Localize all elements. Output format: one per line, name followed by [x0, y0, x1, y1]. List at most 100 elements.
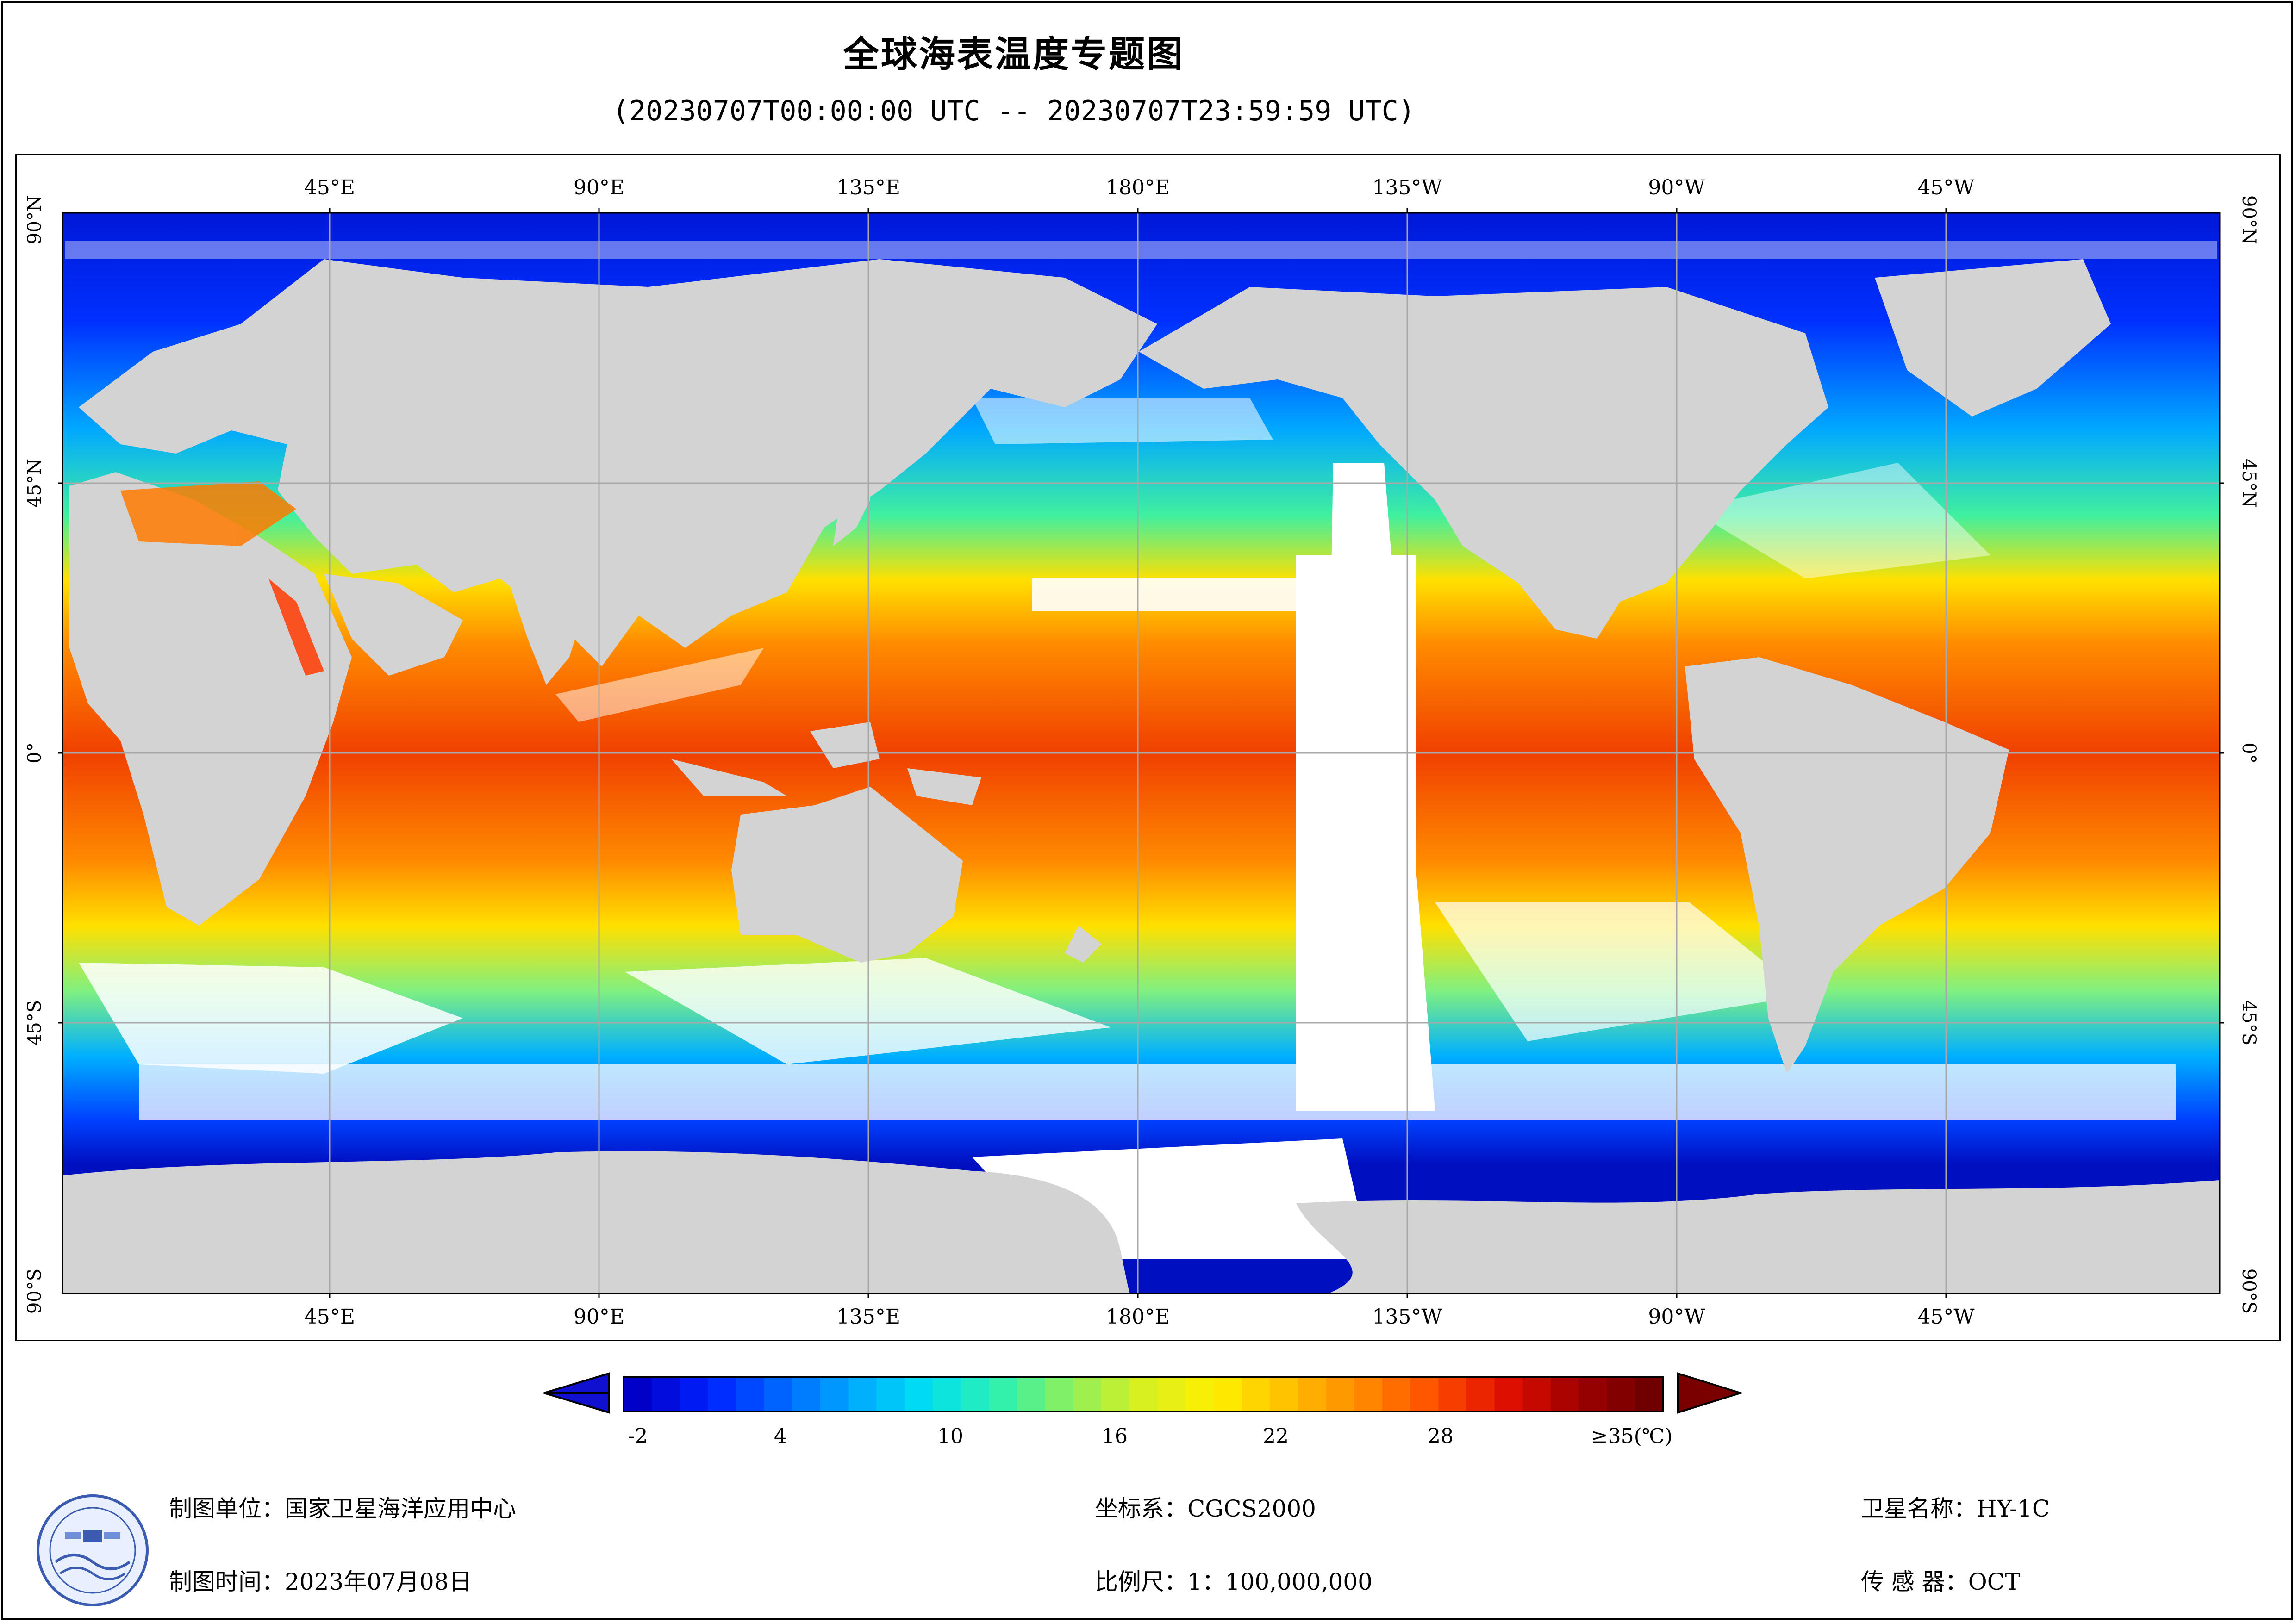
colorbar-cells	[624, 1377, 1664, 1412]
colorbar-cell	[848, 1377, 877, 1412]
colorbar-cell	[1017, 1377, 1046, 1412]
lat-labels-right: 90°N 45°N 0° 45°S 90°S	[2238, 195, 2259, 1314]
colorbar-under-arrow	[543, 1372, 610, 1394]
colorbar-cell	[1522, 1377, 1551, 1412]
colorbar-border	[623, 1376, 1664, 1412]
lat-label-left: 0°	[24, 742, 45, 763]
lat-labels-left: 90°N 45°N 0° 45°S 90°S	[24, 195, 45, 1314]
colorbar-under-arrow	[543, 1392, 610, 1414]
colorbar-tick: ≥35(℃)	[1591, 1424, 1672, 1448]
lat-label-left: 90°N	[24, 195, 45, 244]
lon-label-top: 90°E	[574, 176, 624, 199]
colorbar-tick: 16	[1102, 1424, 1128, 1448]
lat-label-right: 90°S	[2238, 1269, 2259, 1314]
colorbar-cell	[1270, 1377, 1298, 1412]
colorbar-tick: 10	[937, 1424, 963, 1448]
colorbar-cell	[1101, 1377, 1130, 1412]
colorbar-cell	[1213, 1377, 1242, 1412]
colorbar-cell	[989, 1377, 1017, 1412]
map-title: 全球海表温度专题图	[842, 34, 1185, 75]
map-scale: 比例尺：1：100,000,000	[1095, 1568, 1373, 1595]
coordinate-system: 坐标系：CGCS2000	[1095, 1495, 1316, 1522]
lon-label-top: 45°W	[1917, 176, 1975, 199]
lon-label-bottom: 45°W	[1917, 1305, 1975, 1329]
lon-labels-bottom: 45°E 90°E 135°E 180°E 135°W 90°W 45°W	[304, 1305, 1975, 1329]
colorbar-cell	[1129, 1377, 1158, 1412]
south-america	[1685, 657, 2009, 1074]
colorbar-cell	[1298, 1377, 1327, 1412]
antarctica	[62, 1151, 1129, 1293]
graticule	[62, 213, 2220, 1293]
lat-label-right: 45°S	[2238, 1000, 2259, 1045]
colorbar-cell	[876, 1377, 905, 1412]
nsoas-logo-icon	[37, 1494, 149, 1606]
lon-label-bottom: 90°E	[574, 1305, 624, 1329]
map-area	[62, 213, 2220, 1293]
colorbar-cell	[820, 1377, 849, 1412]
colorbar-cell	[1157, 1377, 1186, 1412]
mapping-date: 制图时间：2023年07月08日	[169, 1568, 472, 1595]
lon-label-bottom: 135°W	[1372, 1305, 1442, 1329]
lat-label-left: 90°S	[24, 1269, 45, 1314]
colorbar-over-arrow	[1677, 1372, 1744, 1414]
lat-label-right: 45°N	[2238, 459, 2259, 508]
colorbar-cell	[764, 1377, 792, 1412]
colorbar-cell	[624, 1377, 652, 1412]
lon-label-bottom: 90°W	[1648, 1305, 1705, 1329]
north-america	[1139, 287, 1828, 639]
lon-label-top: 90°W	[1648, 176, 1705, 199]
colorbar-tick: -2	[628, 1424, 648, 1448]
map-ticks	[58, 208, 2224, 1298]
colorbar-cell	[1438, 1377, 1467, 1412]
colorbar-cell	[1242, 1377, 1270, 1412]
colorbar-cell	[680, 1377, 708, 1412]
colorbar-cell	[1354, 1377, 1383, 1412]
sensor-name: 传 感 器：OCT	[1861, 1568, 2021, 1595]
colorbar-cell	[1073, 1377, 1102, 1412]
satellite-name: 卫星名称：HY-1C	[1861, 1495, 2050, 1522]
lon-label-bottom: 180°E	[1106, 1305, 1170, 1329]
lon-label-bottom: 45°E	[304, 1305, 355, 1329]
australia	[731, 787, 963, 963]
colorbar-cell	[1607, 1377, 1635, 1412]
lon-label-bottom: 135°E	[836, 1305, 900, 1329]
colorbar: -2 4 10 16 22 28 ≥35(℃)	[543, 1372, 1744, 1448]
colorbar-tick-labels: -2 4 10 16 22 28 ≥35(℃)	[628, 1424, 1673, 1448]
mapping-org: 制图单位：国家卫星海洋应用中心	[169, 1495, 516, 1522]
warm-accents	[120, 481, 324, 676]
colorbar-cell	[905, 1377, 933, 1412]
colorbar-tick: 22	[1263, 1424, 1289, 1448]
colorbar-cell	[651, 1377, 680, 1412]
time-range-subtitle: (20230707T00:00:00 UTC -- 20230707T23:59…	[612, 95, 1415, 127]
colorbar-cell	[1551, 1377, 1579, 1412]
lon-label-top: 135°E	[836, 176, 900, 199]
lon-label-top: 180°E	[1106, 176, 1170, 199]
colorbar-cell	[792, 1377, 821, 1412]
colorbar-cell	[1578, 1377, 1608, 1412]
lon-label-top: 45°E	[304, 176, 355, 199]
no-data-cloud-areas	[65, 241, 2217, 1259]
land-masses	[62, 259, 2220, 1293]
lon-label-top: 135°W	[1372, 176, 1442, 199]
colorbar-tick: 4	[774, 1424, 787, 1448]
map-panel-frame	[15, 154, 2281, 1341]
lon-labels-top: 45°E 90°E 135°E 180°E 135°W 90°W 45°W	[304, 176, 1975, 199]
lat-label-left: 45°N	[24, 459, 45, 508]
colorbar-tick: 28	[1428, 1424, 1454, 1448]
africa	[69, 472, 352, 926]
colorbar-cell	[961, 1377, 989, 1412]
colorbar-cell	[736, 1377, 765, 1412]
colorbar-cell	[1326, 1377, 1354, 1412]
colorbar-cell	[1635, 1377, 1664, 1412]
colorbar-cell	[1045, 1377, 1073, 1412]
lat-label-right: 0°	[2238, 742, 2259, 763]
colorbar-cell	[1185, 1377, 1214, 1412]
lat-label-left: 45°S	[24, 1000, 45, 1045]
colorbar-cell	[708, 1377, 736, 1412]
colorbar-cell	[1494, 1377, 1523, 1412]
eurasia	[79, 259, 1157, 666]
colorbar-cell	[1466, 1377, 1495, 1412]
colorbar-cell	[1382, 1377, 1411, 1412]
